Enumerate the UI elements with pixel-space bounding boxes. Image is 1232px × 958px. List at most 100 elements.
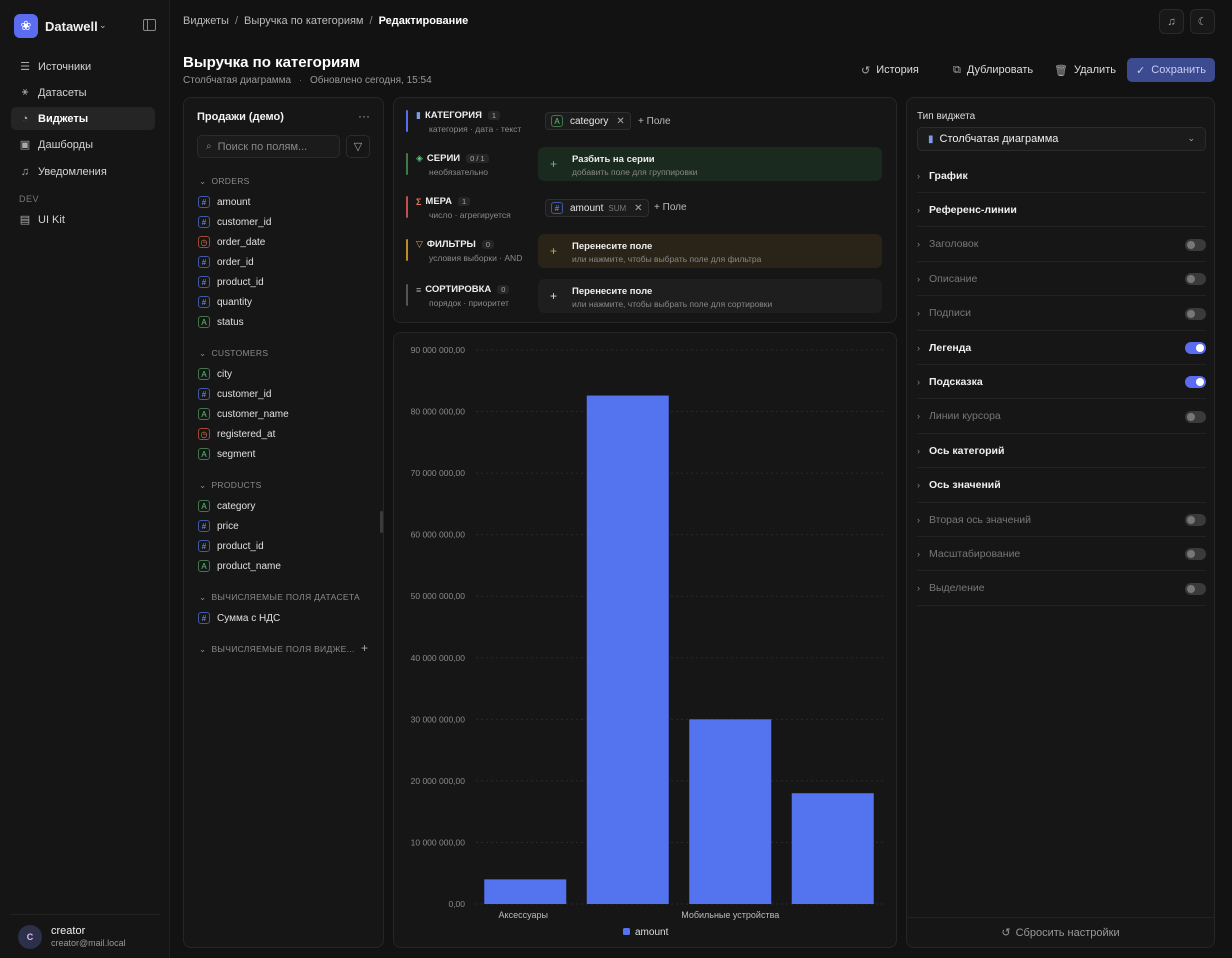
sidebar-item-widgets[interactable]: ◔ Виджеты <box>11 107 155 130</box>
field-search-input[interactable]: ⌕ Поиск по полям... <box>197 135 340 158</box>
bar[interactable] <box>586 395 669 904</box>
add-measure-field-button[interactable]: + Поле <box>654 202 687 213</box>
filters-dropzone[interactable]: + Перенесите поле или нажмите, чтобы выб… <box>538 234 882 268</box>
field-item[interactable]: # product_id <box>198 274 264 290</box>
toggle-switch[interactable] <box>1185 307 1206 320</box>
sidebar-item-uikit[interactable]: ▤ UI Kit <box>11 208 155 231</box>
resize-handle-left[interactable] <box>380 511 383 533</box>
series-dropzone[interactable]: + Разбить на серии добавить поле для гру… <box>538 147 882 181</box>
field-group-header[interactable]: ⌄ ВЫЧИСЛЯЕМЫЕ ПОЛЯ ВИДЖЕ... <box>199 644 355 655</box>
aggregation-label[interactable]: SUM <box>608 203 627 213</box>
settings-row[interactable]: › Вторая ось значений <box>917 503 1206 537</box>
measure-field-chip[interactable]: # amount SUM ✕ <box>545 199 649 217</box>
updated-text: Обновлено сегодня, 15:54 <box>310 75 432 86</box>
bar[interactable] <box>484 879 567 904</box>
sidebar-item-notifications[interactable]: ♫ Уведомления <box>11 160 155 183</box>
field-item[interactable]: ◷ order_date <box>198 234 265 250</box>
field-item[interactable]: # customer_id <box>198 386 271 402</box>
remove-icon[interactable]: ✕ <box>616 115 625 127</box>
number-type-icon: # <box>198 540 210 552</box>
settings-row[interactable]: › Масштабирование <box>917 537 1206 572</box>
field-group-header[interactable]: ⌄ ВЫЧИСЛЯЕМЫЕ ПОЛЯ ДАТАСЕТА <box>199 592 360 603</box>
field-name: city <box>217 368 232 380</box>
bar-chart-icon: ▮ <box>416 110 421 120</box>
toggle-switch[interactable] <box>1185 548 1206 561</box>
sidebar-item-dashboards[interactable]: ▣ Дашборды <box>11 133 155 156</box>
settings-row[interactable]: › Референс-линии <box>917 193 1206 228</box>
add-widget-field-button[interactable]: + <box>361 641 369 655</box>
settings-row[interactable]: › Линии курсора <box>917 400 1206 434</box>
field-group-header[interactable]: ⌄ PRODUCTS <box>199 480 262 491</box>
field-name: product_name <box>217 560 281 572</box>
more-icon[interactable]: ··· <box>358 109 370 123</box>
sort-icon: ≡ <box>416 284 422 295</box>
save-button[interactable]: ✓ Сохранить <box>1127 58 1215 82</box>
bar-chart[interactable]: 0,00 10 000 000,00 20 000 000,00 30 000 000… <box>394 333 898 949</box>
user-profile[interactable]: C creator creator@mail.local <box>10 914 160 952</box>
filter-fields-button[interactable]: ▽ <box>346 135 370 158</box>
settings-row[interactable]: › График <box>917 159 1206 193</box>
toggle-switch[interactable] <box>1185 514 1206 526</box>
field-item[interactable]: ◷ registered_at <box>198 426 275 442</box>
sidebar-item-sources[interactable]: ☰ Источники <box>11 55 155 78</box>
reset-settings-button[interactable]: ↺ Сбросить настройки <box>907 917 1214 947</box>
plus-icon: + <box>550 157 558 171</box>
breadcrumb-widgets[interactable]: Виджеты <box>183 15 229 27</box>
duplicate-button[interactable]: ⧉ Дублировать <box>953 60 1033 80</box>
settings-row[interactable]: › Легенда <box>917 331 1206 365</box>
field-item[interactable]: # order_id <box>198 254 254 270</box>
field-item[interactable]: # customer_id <box>198 214 271 230</box>
chevron-right-icon: › <box>917 583 920 594</box>
toggle-switch[interactable] <box>1185 342 1206 354</box>
field-item[interactable]: # product_id <box>198 538 264 554</box>
settings-row[interactable]: › Подсказка <box>917 365 1206 400</box>
settings-row[interactable]: › Подписи <box>917 297 1206 331</box>
toggle-switch[interactable] <box>1185 273 1206 286</box>
chevron-down-icon[interactable]: ⌄ <box>99 20 107 30</box>
chevron-down-icon: ⌄ <box>1187 133 1195 143</box>
field-item[interactable]: # Сумма с НДС <box>198 610 280 626</box>
filters-desc: условия выборки · AND <box>429 253 523 263</box>
text-type-icon: A <box>551 115 563 127</box>
field-group-header[interactable]: ⌄ ORDERS <box>199 176 250 187</box>
history-button[interactable]: ↺ История <box>861 60 919 80</box>
settings-row[interactable]: › Заголовок <box>917 228 1206 262</box>
settings-row[interactable]: › Ось значений <box>917 469 1206 503</box>
theme-toggle-button[interactable]: ☾ <box>1190 9 1215 34</box>
avatar: C <box>18 925 42 949</box>
sidebar-item-datasets[interactable]: ⚹ Датасеты <box>11 81 155 104</box>
sidebar-toggle-icon[interactable] <box>143 19 156 31</box>
field-item[interactable]: # price <box>198 518 239 534</box>
category-field-chip[interactable]: A category ✕ <box>545 112 631 130</box>
sidebar-item-label: Виджеты <box>38 112 89 125</box>
delete-button[interactable]: 🗑 Удалить <box>1054 60 1116 80</box>
notifications-button[interactable]: ♫ <box>1159 9 1184 34</box>
bar[interactable] <box>791 793 874 904</box>
toggle-switch[interactable] <box>1185 582 1206 595</box>
settings-row[interactable]: › Описание <box>917 262 1206 297</box>
settings-row[interactable]: › Выделение <box>917 572 1206 606</box>
toggle-switch[interactable] <box>1185 238 1206 251</box>
sort-dropzone[interactable]: + Перенесите поле или нажмите, чтобы выб… <box>538 279 882 313</box>
bar[interactable] <box>689 719 772 904</box>
toggle-switch[interactable] <box>1185 410 1206 423</box>
settings-row-label: Линии курсора <box>929 410 1001 423</box>
remove-icon[interactable]: ✕ <box>634 202 643 214</box>
field-item[interactable]: # amount <box>198 194 250 210</box>
add-category-field-button[interactable]: + Поле <box>638 116 671 127</box>
settings-row[interactable]: › Ось категорий <box>917 434 1206 469</box>
app-logo-icon[interactable]: ❀ <box>14 14 38 38</box>
toggle-switch[interactable] <box>1185 376 1206 389</box>
breadcrumb-widget[interactable]: Выручка по категориям <box>244 15 364 27</box>
chip-label: amount <box>570 202 604 214</box>
app-name[interactable]: Datawell <box>45 19 98 34</box>
widget-type-select[interactable]: ▮ Столбчатая диаграмма ⌄ <box>917 127 1206 151</box>
field-item[interactable]: # quantity <box>198 294 252 310</box>
field-group-header[interactable]: ⌄ CUSTOMERS <box>199 348 268 359</box>
